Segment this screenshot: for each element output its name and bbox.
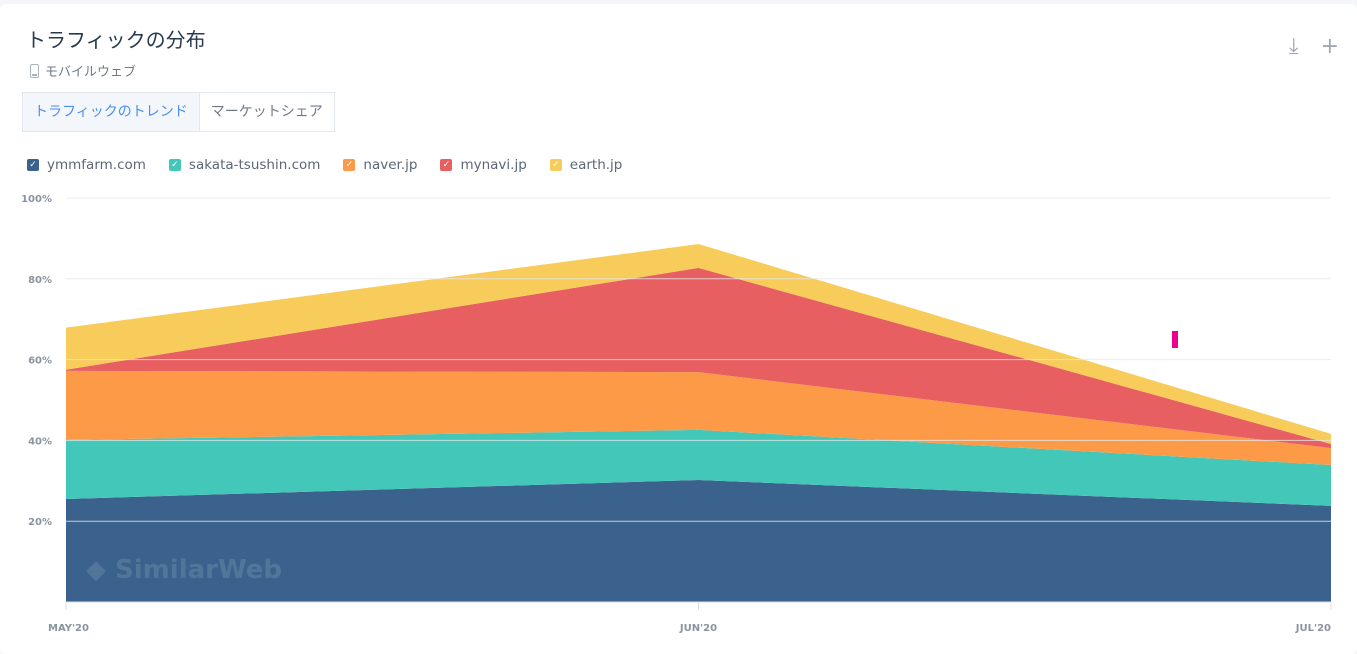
legend-label: ymmfarm.com: [47, 157, 146, 173]
x-tick-label: MAY'20: [48, 623, 89, 634]
legend-label: mynavi.jp: [460, 157, 527, 173]
tab-market-share[interactable]: マーケットシェア: [210, 104, 323, 120]
area-earth-jp: [66, 244, 1331, 445]
page-title: トラフィックの分布: [26, 28, 206, 52]
y-tick-label: 20%: [28, 517, 52, 528]
x-tick-label: JUL'20: [1295, 623, 1331, 634]
y-tick-label: 100%: [21, 194, 52, 205]
platform-label: モバイルウェブ: [30, 61, 136, 80]
checkbox-icon[interactable]: ✓: [27, 159, 39, 171]
legend-label: earth.jp: [569, 157, 623, 173]
legend-item-sakata-tsushin-com[interactable]: ✓ sakata-tsushin.com: [168, 157, 321, 173]
download-icon[interactable]: ⤓: [1288, 34, 1299, 59]
chart-legend: ✓ ymmfarm.com ✓ sakata-tsushin.com ✓ naver.jp…: [27, 157, 622, 173]
area-naver-jp: [66, 370, 1331, 466]
legend-item-earth-jp[interactable]: ✓ earth.jp: [549, 157, 623, 173]
y-tick-label: 60%: [28, 356, 52, 367]
y-tick-label: 40%: [28, 436, 52, 447]
area-mynavi-jp: [66, 267, 1331, 449]
x-tick-label: JUN'20: [679, 623, 717, 634]
legend-label: naver.jp: [363, 157, 418, 173]
checkbox-icon[interactable]: ✓: [168, 159, 181, 171]
checkbox-icon[interactable]: ✓: [549, 159, 562, 171]
checkbox-icon[interactable]: ✓: [343, 159, 356, 171]
legend-item-naver-jp[interactable]: ✓ naver.jp: [343, 157, 417, 173]
similarweb-watermark: ◆ SimilarWeb: [86, 555, 282, 585]
checkbox-icon[interactable]: ✓: [440, 159, 453, 171]
view-tabs: トラフィックのトレンド マーケットシェア: [22, 92, 335, 132]
legend-item-ymmfarm-com[interactable]: ✓ ymmfarm.com: [27, 157, 146, 173]
y-tick-label: 80%: [28, 275, 52, 286]
mobile-phone-icon: [30, 63, 39, 78]
legend-item-mynavi-jp[interactable]: ✓ mynavi.jp: [440, 157, 527, 173]
plus-icon[interactable]: +: [1320, 34, 1339, 59]
area-sakata-tsushin-com: [66, 429, 1331, 506]
tab-traffic-trend[interactable]: トラフィックのトレンド: [23, 93, 200, 131]
platform-text: モバイルウェブ: [45, 65, 137, 80]
text-cursor-marker: [1172, 331, 1178, 348]
area-ymmfarm-com: [66, 479, 1331, 602]
legend-label: sakata-tsushin.com: [188, 157, 321, 173]
